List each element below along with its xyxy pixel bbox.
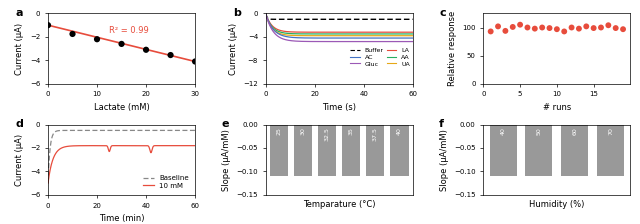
Point	[493, 25, 503, 28]
Baseline	[120, 129, 128, 132]
Baseline	[44, 182, 52, 184]
Baseline	[69, 129, 77, 132]
Point	[500, 29, 511, 33]
10 mM	[69, 144, 77, 147]
Bar	[270, 125, 288, 176]
Text: 40: 40	[500, 127, 506, 135]
Bar	[390, 125, 408, 176]
Legend: Baseline, 10 mM: Baseline, 10 mM	[140, 172, 191, 191]
Y-axis label: Current (μA): Current (μA)	[228, 23, 237, 75]
Point	[92, 37, 102, 41]
Text: 70: 70	[608, 127, 613, 135]
Point	[515, 23, 525, 26]
10 mM	[44, 182, 52, 185]
Point	[116, 42, 127, 46]
Bar	[342, 125, 360, 176]
Text: f: f	[439, 119, 444, 129]
Baseline	[191, 129, 199, 132]
Point	[67, 32, 77, 36]
10 mM	[63, 145, 71, 148]
10 mM	[122, 144, 129, 147]
Point	[581, 25, 591, 28]
Point	[611, 26, 621, 30]
Point	[530, 27, 540, 30]
Point	[486, 30, 496, 33]
Point	[574, 27, 584, 30]
X-axis label: Temparature (°C): Temparature (°C)	[303, 200, 376, 209]
Text: 60: 60	[572, 127, 577, 135]
Bar	[597, 125, 624, 176]
Text: 50: 50	[536, 127, 541, 135]
Baseline	[122, 129, 129, 132]
Text: c: c	[439, 8, 446, 18]
Bar	[294, 125, 312, 176]
Point	[589, 26, 599, 30]
Baseline	[93, 129, 101, 132]
Text: a: a	[15, 8, 23, 18]
Baseline	[108, 129, 116, 132]
Bar	[318, 125, 336, 176]
Point	[618, 27, 628, 31]
10 mM	[108, 144, 116, 147]
Bar	[525, 125, 552, 176]
Point	[552, 27, 562, 31]
Y-axis label: Slope (μA/mM): Slope (μA/mM)	[440, 129, 449, 191]
Point	[522, 26, 532, 29]
Y-axis label: Slope (μA/mM): Slope (μA/mM)	[222, 129, 231, 191]
Baseline	[125, 129, 132, 132]
Line: Baseline: Baseline	[48, 130, 195, 183]
Text: b: b	[234, 8, 241, 18]
Bar	[366, 125, 385, 176]
Point	[190, 60, 200, 63]
X-axis label: Humidity (%): Humidity (%)	[529, 200, 584, 209]
Text: d: d	[15, 119, 24, 129]
Point	[545, 26, 555, 30]
10 mM	[125, 144, 132, 147]
Line: 10 mM: 10 mM	[48, 146, 195, 183]
Point	[537, 26, 547, 29]
Point	[508, 25, 518, 29]
Text: 40: 40	[397, 127, 402, 135]
Text: R² = 0.99: R² = 0.99	[109, 26, 148, 35]
Legend: Buffer, AC, Gluc, LA, AA, UA: Buffer, AC, Gluc, LA, AA, UA	[348, 45, 413, 69]
Point	[596, 26, 606, 29]
Text: 37.5: 37.5	[373, 127, 378, 141]
X-axis label: # runs: # runs	[543, 103, 571, 112]
Point	[559, 30, 570, 33]
Point	[43, 23, 53, 27]
Point	[566, 26, 577, 29]
Bar	[561, 125, 588, 176]
X-axis label: Lactate (mM): Lactate (mM)	[93, 103, 149, 112]
Y-axis label: Current (μA): Current (μA)	[15, 134, 24, 186]
10 mM	[191, 144, 199, 147]
Y-axis label: Current (μA): Current (μA)	[15, 23, 24, 75]
X-axis label: Time (min): Time (min)	[99, 214, 144, 223]
Text: 25: 25	[276, 127, 282, 135]
Point	[141, 48, 151, 52]
X-axis label: Time (s): Time (s)	[322, 103, 356, 112]
Point	[604, 24, 614, 27]
Point	[165, 53, 175, 57]
Text: e: e	[221, 119, 229, 129]
10 mM	[93, 144, 101, 147]
Text: 30: 30	[301, 127, 305, 135]
Y-axis label: Relative response: Relative response	[447, 11, 456, 86]
Baseline	[63, 129, 71, 132]
Text: 35: 35	[349, 127, 354, 135]
Bar	[490, 125, 516, 176]
Text: 32.5: 32.5	[324, 127, 330, 141]
